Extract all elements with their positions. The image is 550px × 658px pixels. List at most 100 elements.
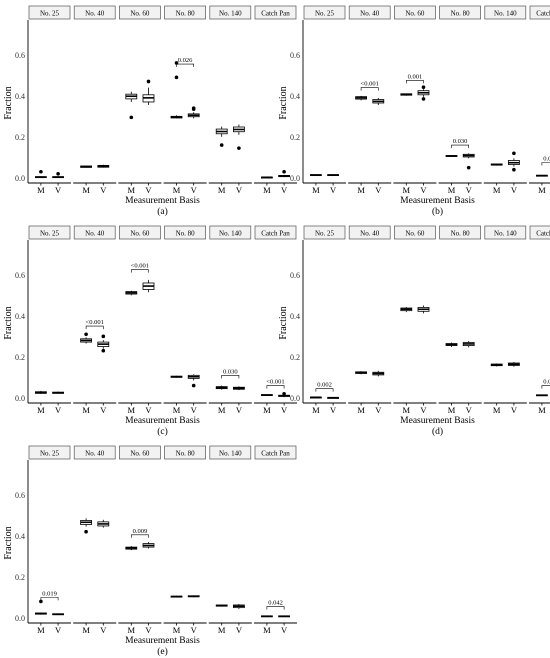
x-tick-label: M xyxy=(82,405,90,415)
x-tick-label: V xyxy=(236,405,243,415)
facet-strip xyxy=(164,225,206,240)
x-tick-label: M xyxy=(37,625,45,635)
outlier-point xyxy=(512,151,516,156)
facet-strip-label: No. 140 xyxy=(219,230,242,238)
facet-strip-label: Catch Pan xyxy=(536,10,550,18)
x-tick-label: V xyxy=(145,625,152,635)
facet-strip xyxy=(119,445,161,460)
y-tick-label: 0.2 xyxy=(15,573,25,582)
x-tick-label: M xyxy=(128,625,136,635)
x-tick-label: M xyxy=(263,625,271,635)
outlier-point xyxy=(101,348,106,353)
y-tick-label: 0.0 xyxy=(15,394,25,403)
facet-strip xyxy=(119,5,161,20)
p-value-label: 0.001 xyxy=(408,73,423,80)
significance-bracket xyxy=(360,87,379,91)
significance-bracket xyxy=(176,63,194,68)
facet-strip-label: Catch Pan xyxy=(536,230,550,238)
p-value-label: <0.001 xyxy=(361,81,379,88)
x-tick-label: M xyxy=(403,405,411,415)
facet-strip-label: No. 25 xyxy=(40,450,60,458)
panel-label: (a) xyxy=(157,206,168,217)
x-tick-label: V xyxy=(420,185,427,195)
x-axis-label: Measurement Basis xyxy=(125,416,200,426)
outlier-point xyxy=(282,391,286,396)
x-tick-label: V xyxy=(55,185,62,195)
x-tick-label: V xyxy=(466,405,473,415)
y-tick-label: 0.2 xyxy=(290,133,300,142)
outlier-point xyxy=(39,599,43,604)
facet-strip xyxy=(28,445,71,460)
significance-bracket xyxy=(266,385,285,389)
y-tick-label: 0.0 xyxy=(290,174,300,183)
x-tick-label: M xyxy=(218,405,226,415)
p-value-label: 0.042 xyxy=(543,156,550,163)
x-axis-label: Measurement Basis xyxy=(400,196,475,206)
facet-strip xyxy=(529,5,550,20)
facet-strip xyxy=(394,225,436,240)
x-tick-label: V xyxy=(236,625,243,635)
significance-bracket xyxy=(40,597,59,601)
outlier-point xyxy=(421,97,426,101)
x-axis-label: Measurement Basis xyxy=(400,416,475,426)
significance-bracket xyxy=(266,606,285,610)
facet-strip xyxy=(303,5,346,20)
y-tick-label: 0.4 xyxy=(290,92,300,101)
p-value-label: 0.002 xyxy=(543,379,550,386)
x-tick-label: V xyxy=(420,405,427,415)
facet-strip xyxy=(73,225,116,240)
facet-strip xyxy=(484,225,527,240)
p-value-label: 0.019 xyxy=(42,590,57,597)
facet-strip xyxy=(28,225,71,240)
facet-strip xyxy=(164,5,206,20)
facet-strip xyxy=(164,445,206,460)
x-tick-label: V xyxy=(145,405,152,415)
x-tick-label: V xyxy=(145,185,152,195)
x-tick-label: M xyxy=(128,185,136,195)
p-value-label: 0.042 xyxy=(268,600,283,607)
y-tick-label: 0.4 xyxy=(15,532,25,541)
facet-strip xyxy=(209,5,252,20)
x-tick-label: M xyxy=(173,405,181,415)
y-tick-label: 0.6 xyxy=(15,51,25,60)
x-tick-label: V xyxy=(281,185,288,195)
x-tick-label: V xyxy=(55,625,62,635)
facet-strip-label: No. 60 xyxy=(130,450,150,458)
x-tick-label: M xyxy=(37,185,45,195)
x-tick-label: V xyxy=(511,185,518,195)
facet-strip xyxy=(529,225,550,240)
x-tick-label: V xyxy=(100,185,107,195)
y-axis-label: Fraction xyxy=(3,306,14,339)
p-value-label: 0.009 xyxy=(133,528,148,535)
x-tick-label: V xyxy=(511,405,518,415)
facet-strip-label: No. 40 xyxy=(85,230,105,238)
x-tick-label: M xyxy=(173,625,181,635)
x-tick-label: V xyxy=(330,185,337,195)
outlier-point xyxy=(282,169,286,174)
panel-label: (b) xyxy=(432,206,443,217)
outlier-point xyxy=(101,334,106,339)
facet-strip-label: No. 60 xyxy=(405,230,425,238)
x-tick-label: M xyxy=(128,405,136,415)
x-tick-label: V xyxy=(466,185,473,195)
y-tick-label: 0.4 xyxy=(15,92,25,101)
facet-strip-label: No. 40 xyxy=(360,230,380,238)
facet-strip xyxy=(73,445,116,460)
facet-strip xyxy=(484,5,527,20)
facet-strip xyxy=(254,445,297,460)
x-tick-label: V xyxy=(281,405,288,415)
x-tick-label: M xyxy=(357,185,365,195)
x-tick-label: M xyxy=(493,405,501,415)
facet-strip xyxy=(254,225,297,240)
facet-strip-label: No. 25 xyxy=(315,10,335,18)
x-tick-label: M xyxy=(218,185,226,195)
outlier-point xyxy=(421,85,426,89)
x-tick-label: V xyxy=(330,405,337,415)
x-tick-label: M xyxy=(37,405,45,415)
facet-strip xyxy=(439,5,481,20)
outlier-point xyxy=(129,115,134,120)
outlier-point xyxy=(174,75,179,80)
outlier-point xyxy=(84,332,88,337)
facet-strip-label: No. 80 xyxy=(176,10,196,18)
